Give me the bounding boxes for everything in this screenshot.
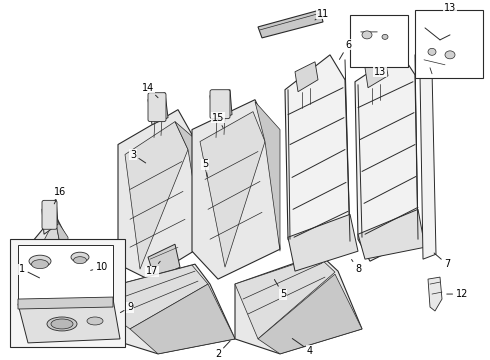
- Polygon shape: [235, 256, 335, 339]
- Text: 9: 9: [121, 302, 133, 312]
- Polygon shape: [285, 55, 350, 264]
- Text: 12: 12: [447, 289, 468, 299]
- Polygon shape: [200, 112, 265, 267]
- Polygon shape: [192, 100, 280, 279]
- Bar: [415, 10, 483, 78]
- Polygon shape: [355, 52, 418, 261]
- Text: 16: 16: [54, 188, 66, 204]
- Text: 13: 13: [444, 3, 456, 13]
- Bar: [18, 245, 113, 300]
- Ellipse shape: [71, 252, 89, 262]
- Polygon shape: [148, 244, 180, 279]
- Polygon shape: [118, 110, 205, 279]
- Polygon shape: [365, 58, 388, 88]
- Polygon shape: [358, 209, 425, 259]
- Text: 5: 5: [202, 159, 208, 177]
- Bar: [10, 239, 125, 347]
- Polygon shape: [235, 254, 362, 354]
- Ellipse shape: [29, 255, 51, 267]
- Ellipse shape: [362, 31, 372, 39]
- Text: 13: 13: [374, 67, 386, 77]
- Ellipse shape: [87, 317, 103, 325]
- Polygon shape: [125, 122, 188, 269]
- Polygon shape: [18, 297, 113, 309]
- Polygon shape: [420, 70, 436, 259]
- Polygon shape: [82, 265, 208, 329]
- FancyBboxPatch shape: [210, 90, 230, 118]
- Polygon shape: [255, 102, 280, 251]
- Ellipse shape: [382, 35, 388, 39]
- Polygon shape: [78, 264, 235, 354]
- Bar: [350, 15, 408, 67]
- Text: 7: 7: [434, 253, 450, 269]
- Polygon shape: [18, 299, 120, 343]
- Polygon shape: [210, 90, 232, 122]
- Polygon shape: [258, 10, 323, 38]
- Ellipse shape: [428, 48, 436, 55]
- Text: 5: 5: [274, 279, 286, 299]
- Polygon shape: [295, 62, 318, 92]
- Polygon shape: [30, 219, 60, 314]
- Polygon shape: [258, 274, 362, 354]
- Text: 4: 4: [292, 338, 313, 356]
- Polygon shape: [288, 214, 358, 271]
- Ellipse shape: [31, 260, 49, 269]
- Polygon shape: [42, 199, 58, 234]
- Polygon shape: [148, 93, 168, 125]
- Ellipse shape: [47, 317, 77, 331]
- Polygon shape: [22, 214, 68, 329]
- Polygon shape: [428, 277, 442, 311]
- Text: 6: 6: [340, 40, 351, 59]
- Text: 3: 3: [130, 149, 146, 163]
- FancyBboxPatch shape: [42, 201, 57, 229]
- Polygon shape: [175, 122, 205, 254]
- Text: 17: 17: [146, 261, 160, 276]
- Polygon shape: [55, 217, 68, 314]
- Text: 14: 14: [142, 83, 158, 98]
- Ellipse shape: [51, 319, 73, 329]
- Text: 2: 2: [215, 341, 230, 359]
- Text: 11: 11: [315, 9, 329, 20]
- Polygon shape: [130, 284, 235, 354]
- Text: 1: 1: [19, 264, 40, 278]
- Ellipse shape: [74, 257, 87, 264]
- FancyBboxPatch shape: [148, 93, 166, 122]
- Text: 8: 8: [351, 260, 361, 274]
- Ellipse shape: [445, 51, 455, 59]
- Text: 10: 10: [91, 262, 108, 272]
- Text: 15: 15: [212, 113, 224, 127]
